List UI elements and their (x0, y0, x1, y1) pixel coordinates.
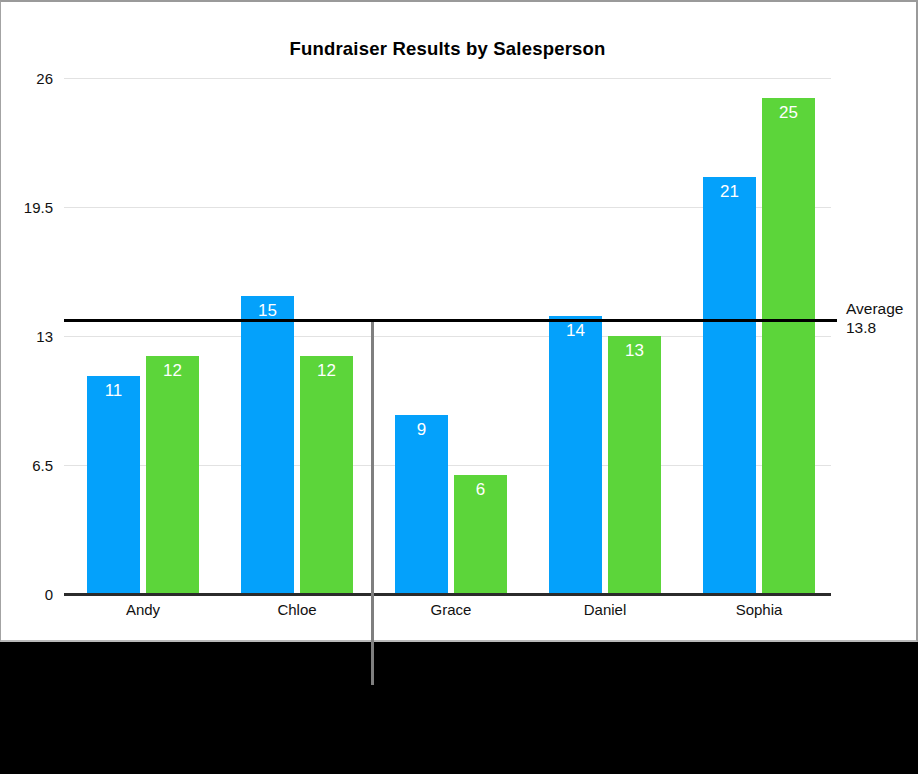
bar-sophia-series-blue: 21 (703, 177, 756, 594)
bar-sophia-series-green: 25 (762, 98, 815, 594)
bar-value-label: 21 (703, 182, 756, 202)
bar-value-label: 13 (608, 341, 661, 361)
y-axis-tick-label: 0 (1, 586, 53, 604)
x-axis-category-label: Andy (83, 601, 203, 618)
bar-value-label: 14 (549, 321, 602, 341)
average-line-value-text: 13.8 (846, 318, 903, 337)
y-axis-tick-label: 13 (1, 328, 53, 346)
bar-daniel-series-green: 13 (608, 336, 661, 594)
bar-grace-series-blue: 9 (395, 415, 448, 594)
bar-chloe-series-blue: 15 (241, 296, 294, 594)
y-axis-tick-label: 26 (1, 70, 53, 88)
x-axis-line (64, 593, 831, 596)
average-line-label: Average13.8 (846, 299, 903, 337)
chart-title: Fundraiser Results by Salesperson (1, 38, 894, 60)
bar-andy-series-blue: 11 (87, 376, 140, 594)
bar-daniel-series-blue: 14 (549, 316, 602, 594)
x-axis-category-label: Chloe (237, 601, 357, 618)
bar-grace-series-green: 6 (454, 475, 507, 594)
chart-card: Fundraiser Results by Salesperson 0 6.5 13… (0, 0, 918, 642)
bar-value-label: 11 (87, 381, 140, 401)
bar-value-label: 12 (146, 361, 199, 381)
bar-chloe-series-green: 12 (300, 356, 353, 594)
bar-value-label: 12 (300, 361, 353, 381)
gridline (64, 78, 831, 79)
average-line-label-text: Average (846, 299, 903, 318)
x-axis-category-label: Grace (391, 601, 511, 618)
y-axis-tick-label: 19.5 (1, 199, 53, 217)
x-axis-category-label: Daniel (545, 601, 665, 618)
bar-value-label: 6 (454, 480, 507, 500)
bar-value-label: 25 (762, 103, 815, 123)
black-letterbox-bar (0, 642, 918, 774)
vertical-divider-line (371, 320, 374, 685)
bar-andy-series-green: 12 (146, 356, 199, 594)
y-axis-tick-label: 6.5 (1, 457, 53, 475)
screenshot-root: Fundraiser Results by Salesperson 0 6.5 13… (0, 0, 918, 774)
average-line (64, 319, 837, 322)
bar-value-label: 15 (241, 301, 294, 321)
x-axis-category-label: Sophia (699, 601, 819, 618)
bar-value-label: 9 (395, 420, 448, 440)
